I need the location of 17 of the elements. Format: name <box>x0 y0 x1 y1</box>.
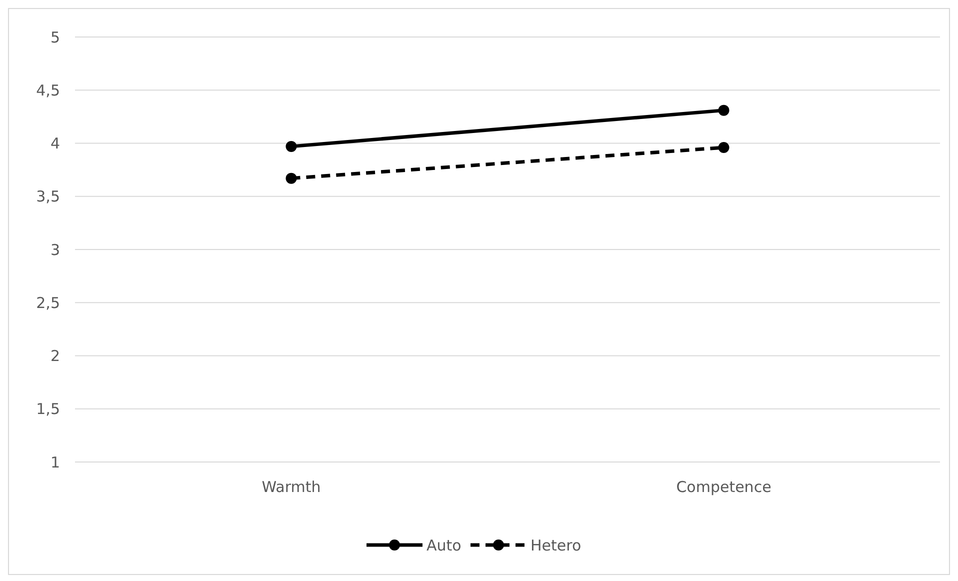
y-tick-label: 3 <box>50 240 60 259</box>
y-tick-label: 3,5 <box>36 188 60 206</box>
y-tick-label: 5 <box>50 28 60 46</box>
y-tick-label: 4 <box>50 134 60 152</box>
point <box>718 142 730 153</box>
point <box>718 104 730 116</box>
y-tick-label: 2 <box>50 347 60 365</box>
legend-label: Hetero <box>530 536 582 554</box>
legend-label: Auto <box>426 536 462 554</box>
x-tick-label: Warmth <box>262 478 321 496</box>
y-tick-label: 4,5 <box>36 81 60 100</box>
y-tick-label: 1 <box>50 453 60 472</box>
y-tick-label: 1,5 <box>36 400 60 418</box>
x-tick-label: Competence <box>676 478 772 496</box>
y-tick-label: 2,5 <box>36 294 60 312</box>
point <box>286 140 297 152</box>
point <box>286 172 297 184</box>
